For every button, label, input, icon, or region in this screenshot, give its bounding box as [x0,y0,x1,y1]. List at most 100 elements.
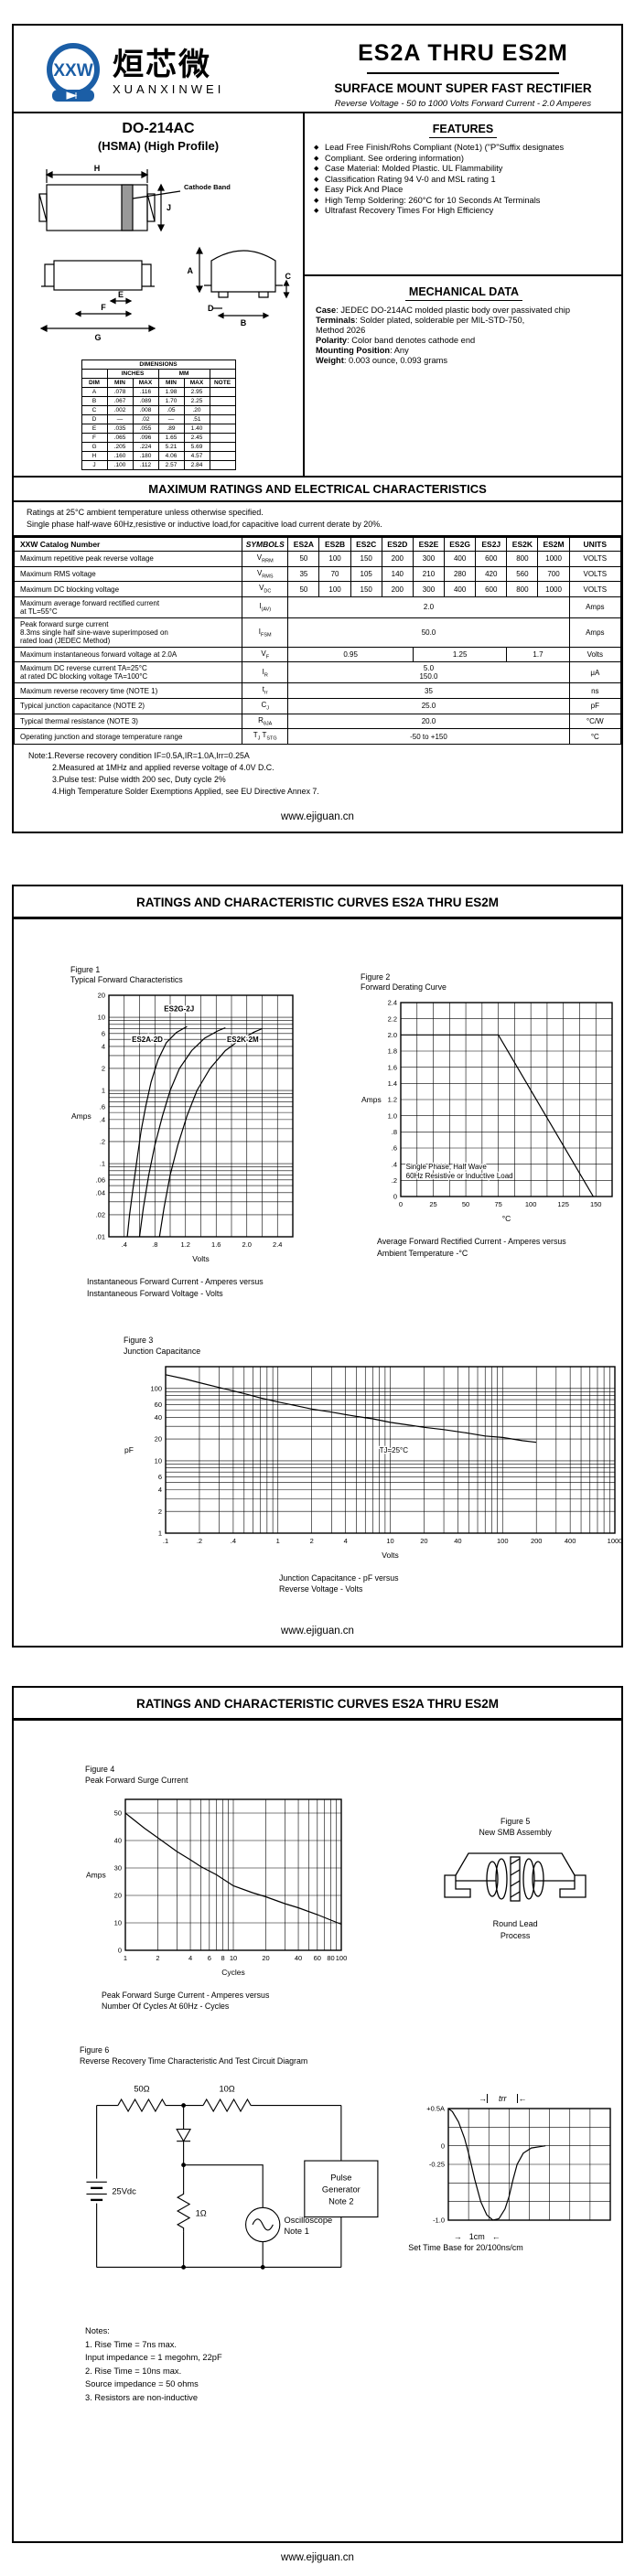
dimension-row: J .100.112 2.57 2.84 [81,460,236,470]
mechanical-line: Method 2026 [316,326,366,335]
device-header: ES2B [318,537,351,553]
parameter-label: Maximum reverse recovery time (NOTE 1) [13,682,243,700]
svg-text:0: 0 [399,1200,403,1208]
arrow-right-icon: → [453,2232,462,2242]
svg-text:Amps: Amps [361,1095,382,1104]
svg-text:.06: .06 [96,1176,105,1185]
bullet-icon: ◆ [314,166,319,172]
mechanical-data-section: MECHANICAL DATA Case: JEDEC DO-214AC mol… [305,276,621,373]
figure2-caption: Average Forward Rectified Current - Ampe… [377,1237,566,1258]
parameter-value: 200 [381,581,414,597]
dimension-row: C .002.008.05.20 [81,405,236,415]
svg-text:Cycles: Cycles [221,1968,245,1977]
dim-label-d: D [208,304,214,313]
parameter-value: 150 [350,551,382,567]
parameter-units: VOLTS [568,565,622,583]
parameter-label: Maximum DC blocking voltage [13,581,243,597]
parameter-value: 800 [506,551,539,567]
parameter-value: 100 [318,581,351,597]
svg-text:100: 100 [150,1384,162,1392]
figure5-label: Figure 5 [500,1817,531,1827]
svg-text:pF: pF [124,1445,134,1454]
device-header: ES2C [350,537,382,553]
parameter-value: 210 [412,565,446,583]
datasheet-page-3: RATINGS AND CHARACTERISTIC CURVES ES2A T… [12,1686,623,2543]
svg-text:ES2K-2M: ES2K-2M [227,1036,259,1044]
feature-item: ◆ Easy Pick And Place [314,185,404,194]
svg-text:50: 50 [114,1809,122,1818]
parameter-value: 20.0 [287,713,570,730]
parameter-symbol: VF [242,646,289,663]
package-variant: (HSMA) (High Profile) [97,139,220,153]
svg-text:Volts: Volts [192,1254,209,1263]
svg-text:1.2: 1.2 [181,1240,190,1249]
footer-url: www.ejiguan.cn [281,2551,354,2563]
device-header: ES2E [412,537,446,553]
figure2-title: Forward Derating Curve [361,982,447,993]
svg-text:.8: .8 [152,1240,157,1249]
figure4-label: Figure 4 [85,1765,115,1775]
parameter-units: μA [568,661,622,684]
parameter-value: 280 [444,565,477,583]
arrow-left-icon: ← [491,2232,500,2242]
ratings-summary: Reverse Voltage - 50 to 1000 Volts Forwa… [334,99,592,109]
ratings-row: Maximum average forward rectified curren… [13,596,622,618]
svg-text:4: 4 [158,1486,162,1494]
svg-text:60: 60 [314,1954,321,1962]
svg-text:4: 4 [102,1043,105,1051]
svg-text:20: 20 [98,992,105,1000]
svg-text:40: 40 [155,1413,162,1422]
svg-text:2.2: 2.2 [388,1015,397,1024]
parameter-value: 300 [412,581,446,597]
svg-text:6: 6 [102,1030,105,1038]
trr-label: trr [486,2094,519,2104]
svg-text:2.0: 2.0 [242,1240,252,1249]
dim-label-e: E [118,290,124,299]
features-list: ◆ Lead Free Finish/Rohs Compliant (Note1)… [314,143,612,215]
parameter-symbol: RθJA [242,713,289,730]
bullet-icon: ◆ [314,197,319,204]
svg-text:TJ=25°C: TJ=25°C [380,1446,409,1454]
svg-text:50: 50 [462,1200,469,1208]
datasheet-page-2: RATINGS AND CHARACTERISTIC CURVES ES2A T… [12,884,623,1648]
figure2-plot: 0 25 50 75 100 125 150 2.4 2.2 2.0 1.8 1.6 1.4 1.2 1.0… [361,999,613,1223]
parameter-symbol: CJ [242,698,289,714]
svg-text:1: 1 [124,1954,127,1962]
parameter-label: Maximum average forward rectified curren… [13,596,243,618]
note-line: 2. Rise Time = 10ns max. [85,2366,182,2376]
ratings-condition-2: Single phase half-wave 60Hz,resistive or… [27,520,382,530]
figure4-caption: Peak Forward Surge Current - Amperes ver… [102,1991,270,2012]
svg-text:20: 20 [155,1434,162,1443]
logo-icon: XXW [47,43,100,102]
figure3-title: Junction Capacitance [124,1346,201,1356]
parameter-value: 1.7 [506,646,570,663]
device-header: ES2M [537,537,570,553]
parameter-value: 1000 [537,551,570,567]
smb-assembly-drawing [444,1852,587,1902]
dim-label-a: A [188,266,194,275]
ratings-row: Operating junction and storage temperatu… [13,728,622,745]
brand-name-cn: 烜芯微 [113,47,211,82]
pulse-generator-label-3: Note 2 [328,2197,353,2206]
svg-text:-0.25: -0.25 [429,2161,445,2169]
svg-text:40: 40 [295,1954,302,1962]
ratings-section: MAXIMUM RATINGS AND ELECTRICAL CHARACTER… [13,476,622,832]
arrow-left-icon: ← [518,2094,527,2104]
svg-text:1.4: 1.4 [388,1079,397,1088]
svg-text:6: 6 [158,1473,162,1481]
bullet-icon: ◆ [314,145,319,151]
svg-text:2: 2 [102,1065,105,1073]
dim-label-h: H [94,164,101,173]
svg-text:.2: .2 [392,1176,397,1185]
svg-text:1.0: 1.0 [388,1112,397,1121]
parameter-label: Typical thermal resistance (NOTE 3) [13,713,243,730]
parameter-value: 35 [287,565,320,583]
parameter-value: 400 [444,581,477,597]
parameter-value: 1000 [537,581,570,597]
ratings-row: Maximum DC blocking voltage VDC 50 100 150 20… [13,581,622,597]
part-number-title: ES2A THRU ES2M [358,40,568,66]
note-line: Note:1.Reverse recovery condition IF=0.5… [28,750,250,760]
svg-text:1.2: 1.2 [388,1096,397,1104]
test-circuit-diagram: 50Ω 10Ω 25Vdc 1Ω Oscilloscope Note 1 Pul… [86,2085,379,2270]
parameter-label: Maximum RMS voltage [13,565,243,583]
